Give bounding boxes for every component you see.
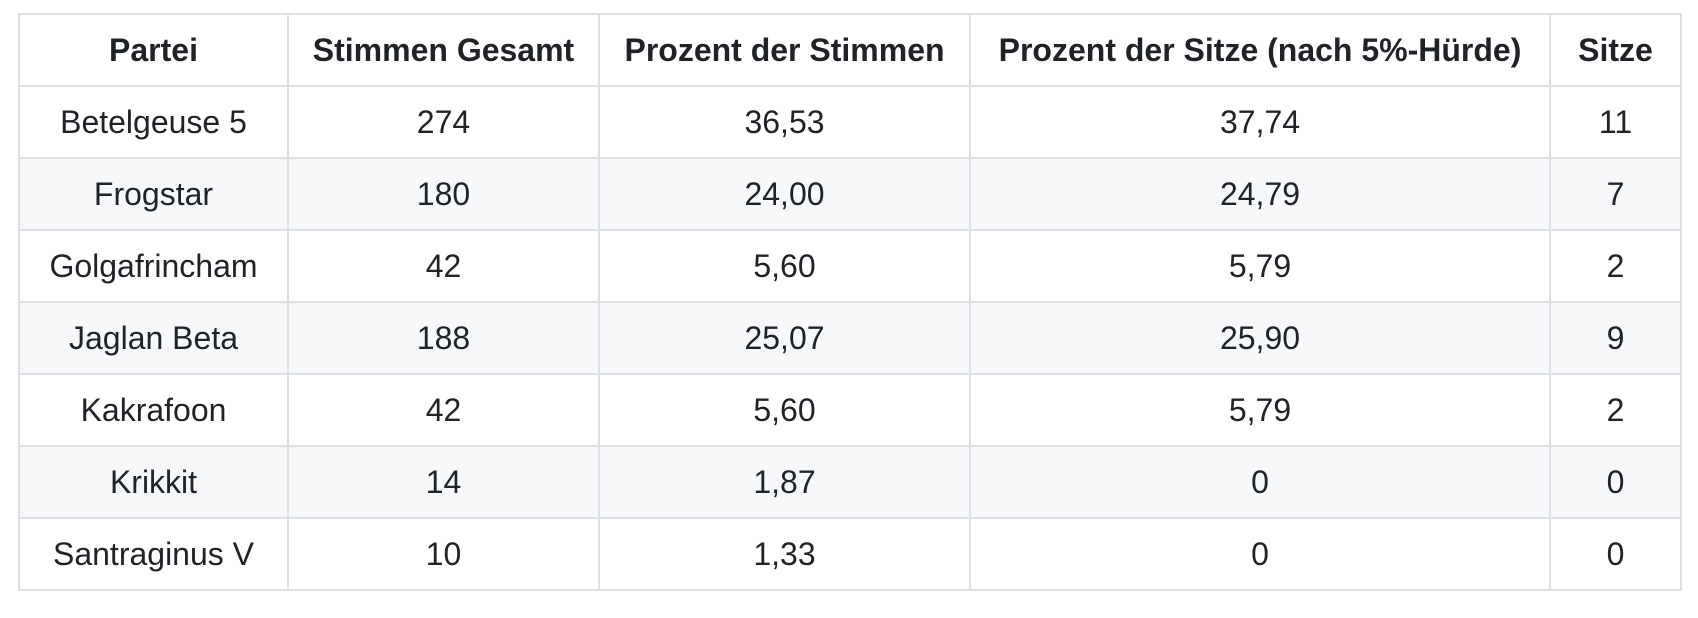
cell-partei: Golgafrincham: [18, 229, 289, 303]
column-header-prozent-der-stimmen: Prozent der Stimmen: [598, 13, 971, 87]
cell-partei: Santraginus V: [18, 517, 289, 591]
cell-sitze: 9: [1549, 301, 1682, 375]
cell-stimmen-gesamt: 188: [287, 301, 600, 375]
table-row: Betelgeuse 5 274 36,53 37,74 11: [18, 85, 1682, 159]
table-body: Betelgeuse 5 274 36,53 37,74 11 Frogstar 180 24…: [18, 85, 1682, 591]
cell-stimmen-gesamt: 42: [287, 373, 600, 447]
cell-sitze: 0: [1549, 445, 1682, 519]
cell-prozent-der-sitze: 5,79: [969, 229, 1551, 303]
column-header-stimmen-gesamt: Stimmen Gesamt: [287, 13, 600, 87]
cell-prozent-der-stimmen: 1,33: [598, 517, 971, 591]
column-header-prozent-der-sitze: Prozent der Sitze (nach 5%-Hürde): [969, 13, 1551, 87]
cell-stimmen-gesamt: 10: [287, 517, 600, 591]
cell-stimmen-gesamt: 274: [287, 85, 600, 159]
header-row: Partei Stimmen Gesamt Prozent der Stimme…: [18, 13, 1682, 87]
cell-sitze: 0: [1549, 517, 1682, 591]
cell-stimmen-gesamt: 14: [287, 445, 600, 519]
cell-prozent-der-sitze: 0: [969, 445, 1551, 519]
table-row: Santraginus V 10 1,33 0 0: [18, 517, 1682, 591]
table-header: Partei Stimmen Gesamt Prozent der Stimme…: [18, 13, 1682, 87]
cell-prozent-der-sitze: 24,79: [969, 157, 1551, 231]
cell-sitze: 7: [1549, 157, 1682, 231]
cell-prozent-der-sitze: 5,79: [969, 373, 1551, 447]
table-row: Kakrafoon 42 5,60 5,79 2: [18, 373, 1682, 447]
cell-prozent-der-stimmen: 1,87: [598, 445, 971, 519]
cell-partei: Kakrafoon: [18, 373, 289, 447]
column-header-sitze: Sitze: [1549, 13, 1682, 87]
cell-partei: Jaglan Beta: [18, 301, 289, 375]
cell-prozent-der-stimmen: 5,60: [598, 229, 971, 303]
cell-stimmen-gesamt: 180: [287, 157, 600, 231]
cell-partei: Krikkit: [18, 445, 289, 519]
table-row: Golgafrincham 42 5,60 5,79 2: [18, 229, 1682, 303]
cell-prozent-der-sitze: 25,90: [969, 301, 1551, 375]
cell-prozent-der-sitze: 37,74: [969, 85, 1551, 159]
column-header-partei: Partei: [18, 13, 289, 87]
cell-sitze: 11: [1549, 85, 1682, 159]
cell-partei: Betelgeuse 5: [18, 85, 289, 159]
page: Partei Stimmen Gesamt Prozent der Stimme…: [18, 13, 1682, 591]
cell-partei: Frogstar: [18, 157, 289, 231]
election-results-table: Partei Stimmen Gesamt Prozent der Stimme…: [18, 13, 1682, 591]
cell-prozent-der-stimmen: 25,07: [598, 301, 971, 375]
cell-prozent-der-stimmen: 24,00: [598, 157, 971, 231]
cell-prozent-der-stimmen: 36,53: [598, 85, 971, 159]
table-row: Frogstar 180 24,00 24,79 7: [18, 157, 1682, 231]
cell-sitze: 2: [1549, 373, 1682, 447]
cell-sitze: 2: [1549, 229, 1682, 303]
cell-stimmen-gesamt: 42: [287, 229, 600, 303]
cell-prozent-der-stimmen: 5,60: [598, 373, 971, 447]
table-row: Krikkit 14 1,87 0 0: [18, 445, 1682, 519]
cell-prozent-der-sitze: 0: [969, 517, 1551, 591]
table-row: Jaglan Beta 188 25,07 25,90 9: [18, 301, 1682, 375]
